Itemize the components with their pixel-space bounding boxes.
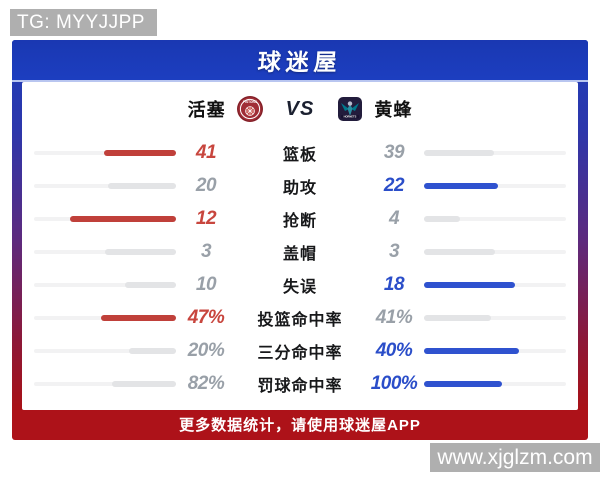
home-stat-bar-fill <box>103 149 176 156</box>
away-stat-bar <box>424 248 566 255</box>
stat-row: 3 盖帽 3 <box>22 235 578 268</box>
home-stat-bar <box>34 149 176 156</box>
vs-label: VS <box>285 97 315 120</box>
away-stat-value: 4 <box>388 207 400 229</box>
footer-text: 更多数据统计，请使用球迷屋APP <box>179 416 421 434</box>
away-stat-value: 22 <box>383 174 405 196</box>
away-stat-bar <box>424 215 566 222</box>
footer-banner: 更多数据统计，请使用球迷屋APP <box>12 410 588 438</box>
stats-panel: 活塞 PISTONS VS HORNETS 黄蜂 <box>22 82 578 410</box>
pistons-logo: PISTONS <box>236 96 263 122</box>
home-stat-bar <box>34 248 176 255</box>
stat-label: 失误 <box>282 278 317 296</box>
home-stat-bar-fill <box>107 182 176 189</box>
home-stat-value: 20% <box>187 339 225 361</box>
home-stat-bar-fill <box>124 281 176 288</box>
away-stat-bar-fill <box>424 215 460 222</box>
stat-label: 抢断 <box>282 212 317 230</box>
stat-row: 10 失误 18 <box>22 268 578 301</box>
card-header: 球迷屋 <box>12 40 588 82</box>
away-stat-bar-fill <box>424 380 503 387</box>
away-stat-bar <box>424 149 566 156</box>
qiumiwu-logo: 球迷屋 <box>256 49 343 75</box>
stat-label: 三分命中率 <box>257 344 343 362</box>
home-stat-bar <box>34 281 176 288</box>
home-stat-value: 41 <box>195 141 217 163</box>
stat-row: 12 抢断 4 <box>22 202 578 235</box>
away-stat-value: 40% <box>375 339 413 361</box>
away-stat-bar <box>424 314 566 321</box>
away-stat-value: 41% <box>375 306 413 328</box>
away-stat-bar-fill <box>424 347 520 354</box>
stat-label: 盖帽 <box>282 245 317 263</box>
home-stat-value: 10 <box>195 273 217 295</box>
match-stats-card: 球迷屋 活塞 PISTONS VS HORNETS <box>12 40 588 440</box>
home-stat-value: 12 <box>195 207 217 229</box>
stat-row: 20% 三分命中率 40% <box>22 334 578 367</box>
home-stat-bar-fill <box>69 215 176 222</box>
site-watermark: www.xjglzm.com <box>430 443 600 472</box>
away-stat-bar-fill <box>424 314 491 321</box>
stat-label: 投篮命中率 <box>257 311 343 329</box>
away-stat-value: 3 <box>388 240 400 262</box>
home-stat-value: 3 <box>200 240 212 262</box>
away-stat-bar <box>424 347 566 354</box>
home-stat-bar-fill <box>129 347 176 354</box>
away-stat-bar <box>424 380 566 387</box>
home-stat-bar-fill <box>112 380 176 387</box>
home-stat-bar-fill <box>100 314 176 321</box>
away-stat-bar-fill <box>424 182 498 189</box>
svg-text:PISTONS: PISTONS <box>243 100 257 104</box>
home-stat-value: 47% <box>187 306 225 328</box>
stat-row: 82% 罚球命中率 100% <box>22 367 578 400</box>
away-stat-bar <box>424 182 566 189</box>
away-stat-value: 100% <box>370 372 418 394</box>
away-team-name: 黄蜂 <box>374 100 413 120</box>
hornets-logo: HORNETS <box>338 97 363 121</box>
teams-row: 活塞 PISTONS VS HORNETS 黄蜂 <box>22 82 578 136</box>
stat-row: 41 篮板 39 <box>22 136 578 169</box>
away-stat-value: 18 <box>383 273 405 295</box>
stat-row: 47% 投篮命中率 41% <box>22 301 578 334</box>
svg-text:HORNETS: HORNETS <box>344 115 357 119</box>
home-stat-bar-fill <box>105 248 176 255</box>
home-stat-bar <box>34 347 176 354</box>
away-stat-bar-fill <box>424 248 495 255</box>
away-stat-bar <box>424 281 566 288</box>
stats-rows: 41 篮板 39 20 助攻 22 12 抢断 4 <box>22 136 578 410</box>
stat-label: 篮板 <box>282 146 317 164</box>
home-stat-bar <box>34 314 176 321</box>
away-stat-bar-fill <box>424 149 494 156</box>
home-stat-bar <box>34 182 176 189</box>
home-team-name: 活塞 <box>187 100 226 120</box>
tg-watermark: TG: MYYJJPP <box>10 9 157 36</box>
stat-label: 助攻 <box>282 179 317 197</box>
stat-row: 20 助攻 22 <box>22 169 578 202</box>
home-stat-bar <box>34 215 176 222</box>
away-stat-value: 39 <box>383 141 405 163</box>
stat-label: 罚球命中率 <box>257 377 343 395</box>
away-stat-bar-fill <box>424 281 515 288</box>
home-stat-bar <box>34 380 176 387</box>
home-stat-value: 20 <box>195 174 217 196</box>
home-stat-value: 82% <box>187 372 225 394</box>
